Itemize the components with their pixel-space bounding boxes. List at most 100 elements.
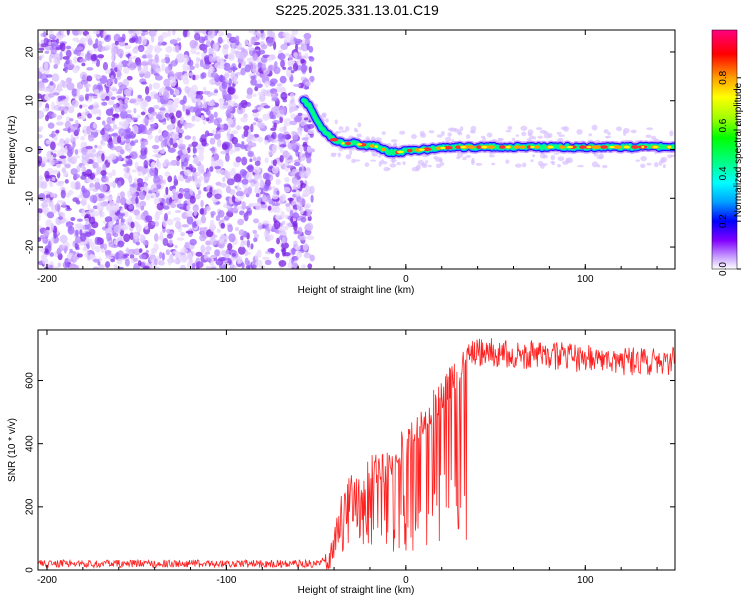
- noise-cell: [40, 39, 45, 44]
- noise-cell: [49, 53, 56, 59]
- noise-cell: [241, 60, 246, 67]
- snr-series-line: [38, 338, 675, 570]
- noise-cell: [92, 122, 97, 129]
- noise-cell: [263, 230, 269, 237]
- noise-cell: [210, 72, 218, 79]
- noise-cell: [277, 138, 286, 142]
- noise-cell: [222, 176, 226, 183]
- signal-track-peak: [558, 145, 566, 149]
- noise-cell: [209, 137, 216, 145]
- noise-cell: [230, 72, 236, 79]
- noise-cell: [105, 69, 112, 74]
- noise-cell: [38, 93, 43, 99]
- noise-cell: [72, 67, 79, 74]
- noise-cell: [240, 67, 246, 76]
- noise-cell: [51, 177, 56, 182]
- noise-cell: [223, 215, 230, 221]
- noise-cell: [219, 182, 227, 188]
- noise-cell: [162, 130, 171, 140]
- noise-cell: [191, 141, 199, 148]
- noise-cell: [124, 203, 128, 210]
- noise-cell: [213, 152, 220, 162]
- noise-cell: [192, 74, 196, 81]
- noise-cell: [184, 241, 190, 250]
- noise-cell: [166, 233, 173, 239]
- noise-cell: [662, 164, 666, 169]
- noise-cell: [253, 173, 260, 181]
- noise-cell: [271, 131, 277, 140]
- noise-cell: [351, 158, 356, 164]
- spectrogram-ytick-label: -20: [25, 239, 36, 254]
- noise-cell: [197, 189, 202, 195]
- noise-cell: [88, 134, 94, 138]
- noise-cell: [189, 189, 194, 196]
- noise-cell: [129, 183, 136, 188]
- noise-cell: [111, 117, 116, 121]
- noise-cell: [218, 128, 226, 133]
- noise-cell: [604, 135, 612, 138]
- noise-cell: [92, 30, 100, 35]
- noise-cell: [45, 226, 50, 231]
- noise-cell: [282, 98, 287, 103]
- noise-cell: [164, 171, 171, 177]
- noise-cell: [243, 125, 250, 131]
- noise-cell: [113, 224, 122, 234]
- noise-cell: [111, 169, 116, 177]
- noise-cell: [280, 59, 286, 68]
- noise-cell: [245, 265, 251, 269]
- signal-track-peak: [460, 145, 467, 149]
- noise-cell: [462, 156, 467, 161]
- noise-cell: [96, 116, 101, 121]
- noise-cell: [58, 81, 63, 91]
- noise-cell: [175, 71, 181, 76]
- noise-cell: [189, 165, 193, 172]
- noise-cell: [119, 191, 125, 199]
- noise-cell: [72, 37, 80, 42]
- noise-cell: [76, 88, 81, 97]
- noise-cell: [176, 155, 181, 162]
- noise-cell: [158, 251, 163, 259]
- noise-cell: [267, 30, 273, 38]
- noise-cell: [264, 183, 269, 190]
- noise-cell: [128, 60, 133, 65]
- noise-cell: [113, 33, 121, 43]
- noise-cell: [239, 242, 245, 248]
- noise-cell: [201, 36, 205, 44]
- noise-cell: [72, 141, 76, 148]
- noise-cell: [205, 245, 212, 252]
- noise-cell: [105, 95, 110, 101]
- noise-cell: [253, 233, 260, 239]
- noise-cell: [162, 179, 166, 185]
- noise-cell: [191, 115, 196, 122]
- noise-cell: [195, 193, 201, 200]
- noise-cell: [284, 214, 289, 219]
- noise-cell: [285, 52, 290, 57]
- spectrogram-ytick-label: 0: [25, 146, 36, 152]
- noise-cell: [179, 128, 184, 135]
- noise-cell: [67, 205, 71, 210]
- noise-cell: [151, 30, 157, 37]
- noise-cell: [284, 176, 290, 183]
- noise-cell: [136, 177, 144, 184]
- noise-cell: [40, 181, 48, 190]
- snr-frame: [37, 329, 676, 571]
- noise-cell: [224, 71, 230, 75]
- noise-cell: [42, 107, 50, 112]
- noise-cell: [175, 126, 181, 133]
- noise-cell: [279, 116, 283, 124]
- noise-cell: [247, 164, 254, 173]
- noise-cell: [209, 166, 214, 173]
- noise-cell: [166, 218, 174, 226]
- noise-cell: [158, 260, 165, 266]
- noise-cell: [191, 262, 196, 269]
- noise-cell: [121, 33, 126, 42]
- noise-cell: [192, 135, 196, 141]
- noise-cell: [427, 164, 432, 168]
- noise-cell: [263, 105, 271, 109]
- noise-cell: [108, 172, 113, 179]
- noise-cell: [140, 30, 149, 33]
- noise-cell: [289, 209, 294, 217]
- noise-cell: [238, 229, 245, 236]
- noise-cell: [101, 47, 105, 52]
- noise-cell: [160, 140, 165, 148]
